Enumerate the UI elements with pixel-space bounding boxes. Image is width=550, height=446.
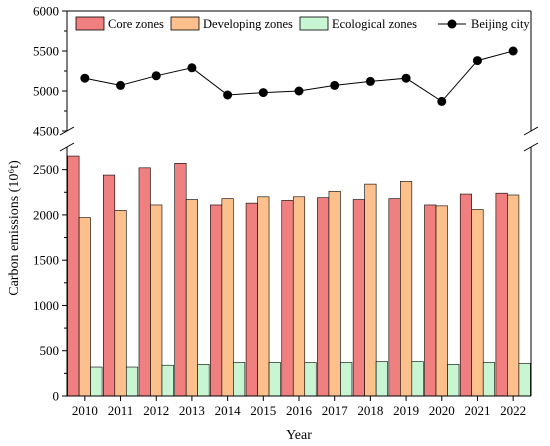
bar-ecological-zones-2015: [268, 362, 281, 397]
bar-core-zones-2020: [424, 204, 437, 397]
bar-ecological-zones-2021: [482, 362, 496, 397]
y-tick-label-6000: 6000: [33, 4, 59, 19]
point-beijing-city-2016: [294, 86, 304, 96]
bar-core-zones-2016: [281, 200, 294, 397]
y-tick-label-5000: 5000: [33, 84, 59, 99]
legend-label-ecological-zones: Ecological zones: [332, 17, 417, 31]
bar-developing-zones-2022: [507, 194, 520, 397]
y-tick-label-500: 500: [40, 343, 60, 358]
point-beijing-city-2019: [401, 73, 411, 83]
x-tick-label-2011: 2011: [108, 403, 134, 418]
x-tick-label-2015: 2015: [250, 403, 276, 418]
axis-break-mark-left-lower: [59, 142, 75, 152]
x-tick-label-2017: 2017: [322, 403, 349, 418]
point-beijing-city-2011: [116, 80, 126, 90]
y-tick-label-0: 0: [53, 389, 60, 404]
x-tick-label-2021: 2021: [464, 403, 490, 418]
point-beijing-city-2022: [508, 46, 518, 56]
y-tick-label-4500: 4500: [33, 124, 59, 139]
x-tick-label-2022: 2022: [500, 403, 526, 418]
bar-developing-zones-2019: [400, 181, 413, 397]
bar-ecological-zones-2020: [447, 364, 460, 397]
x-tick-label-2020: 2020: [429, 403, 455, 418]
legend: Core zones Developing zones Ecological z…: [75, 16, 530, 31]
bar-core-zones-2015: [245, 202, 258, 397]
axes-layer: [59, 10, 539, 401]
point-beijing-city-2021: [472, 56, 482, 66]
bar-ecological-zones-2011: [125, 366, 139, 397]
bar-core-zones-2017: [317, 197, 330, 397]
bar-developing-zones-2011: [114, 210, 127, 397]
point-beijing-city-2015: [258, 88, 268, 98]
point-beijing-city-2020: [437, 96, 447, 106]
legend-label-developing-zones: Developing zones: [203, 17, 293, 31]
bar-ecological-zones-2018: [375, 361, 388, 397]
y-tick-label-2500: 2500: [33, 162, 59, 177]
bar-developing-zones-2021: [471, 209, 484, 397]
legend-label-core-zones: Core zones: [108, 17, 164, 31]
x-tick-label-2012: 2012: [143, 403, 169, 418]
bar-core-zones-2014: [210, 204, 223, 397]
bar-core-zones-2011: [102, 174, 116, 397]
point-beijing-city-2018: [365, 76, 375, 86]
bar-developing-zones-2017: [328, 191, 341, 397]
axis-break-mark-right-upper: [523, 126, 539, 136]
x-tick-label-2019: 2019: [393, 403, 419, 418]
bar-ecological-zones-2017: [340, 362, 353, 397]
y-tick-label-5500: 5500: [33, 44, 59, 59]
x-tick-label-2018: 2018: [357, 403, 383, 418]
bar-ecological-zones-2022: [518, 363, 531, 397]
legend-swatch-ecological-zones: [299, 16, 329, 31]
legend-swatch-core-zones: [75, 16, 105, 31]
point-beijing-city-2013: [187, 63, 197, 73]
bar-ecological-zones-2016: [304, 362, 317, 397]
bar-ecological-zones-2010: [90, 366, 103, 397]
bar-developing-zones-2016: [292, 196, 306, 397]
x-tick-label-2014: 2014: [215, 403, 242, 418]
bar-core-zones-2013: [174, 163, 187, 397]
bar-core-zones-2010: [67, 155, 80, 397]
bar-developing-zones-2020: [435, 205, 448, 397]
bar-developing-zones-2013: [185, 199, 198, 397]
x-tick-label-2016: 2016: [286, 403, 313, 418]
x-axis-title: Year: [286, 428, 312, 443]
bar-core-zones-2018: [352, 199, 365, 397]
bar-ecological-zones-2012: [161, 364, 174, 397]
point-beijing-city-2014: [223, 90, 233, 100]
bar-core-zones-2012: [138, 167, 151, 397]
point-beijing-city-2010: [80, 73, 90, 83]
beijing-city-line-layer: [80, 46, 518, 106]
legend-swatch-developing-zones: [170, 16, 200, 31]
x-tick-label-2013: 2013: [179, 403, 205, 418]
axis-break-mark-right-lower: [523, 142, 539, 152]
legend-label-beijing-city: Beijing city: [471, 17, 530, 31]
bar-core-zones-2019: [388, 198, 401, 397]
y-tick-label-1500: 1500: [33, 253, 59, 268]
tick-labels-layer: 0 500 1000 1500 2000 2500 4500 5000 5500 6000 2010…: [33, 4, 526, 419]
bar-core-zones-2021: [459, 193, 473, 397]
bar-ecological-zones-2019: [411, 361, 424, 397]
y-axis-title: Carbon emissions (10⁶t): [7, 160, 22, 296]
bar-developing-zones-2015: [257, 196, 270, 397]
y-tick-label-1000: 1000: [33, 298, 59, 313]
bar-ecological-zones-2014: [233, 362, 246, 397]
legend-marker-beijing-city: [447, 19, 457, 29]
bar-core-zones-2022: [495, 192, 508, 397]
x-tick-label-2010: 2010: [72, 403, 98, 418]
point-beijing-city-2012: [151, 71, 161, 81]
point-beijing-city-2017: [330, 80, 340, 90]
bar-developing-zones-2018: [364, 183, 377, 397]
bar-developing-zones-2012: [150, 204, 163, 397]
bar-developing-zones-2014: [221, 198, 234, 397]
bar-developing-zones-2010: [78, 217, 91, 397]
bar-ecological-zones-2013: [197, 364, 210, 397]
y-tick-label-2000: 2000: [33, 207, 59, 222]
bars-layer: [67, 155, 531, 397]
